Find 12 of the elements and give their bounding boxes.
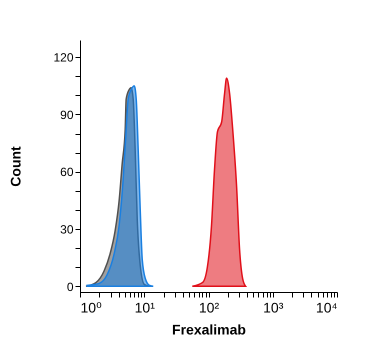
y-tick-label: 0 xyxy=(66,280,74,294)
y-tick-label: 90 xyxy=(60,108,74,122)
y-tick-label: 30 xyxy=(60,222,74,236)
x-tick-label: 10⁰ xyxy=(80,300,102,316)
y-axis-title: Count xyxy=(7,146,24,187)
y-tick-label: 120 xyxy=(53,50,74,65)
x-axis-title: Frexalimab xyxy=(172,322,246,338)
x-tick-label: 10⁴ xyxy=(316,300,338,316)
x-tick-label: 10¹ xyxy=(134,300,156,316)
x-tick-label: 10³ xyxy=(263,300,284,316)
x-tick-label: 10² xyxy=(198,300,220,316)
y-tick-label: 60 xyxy=(60,165,74,180)
